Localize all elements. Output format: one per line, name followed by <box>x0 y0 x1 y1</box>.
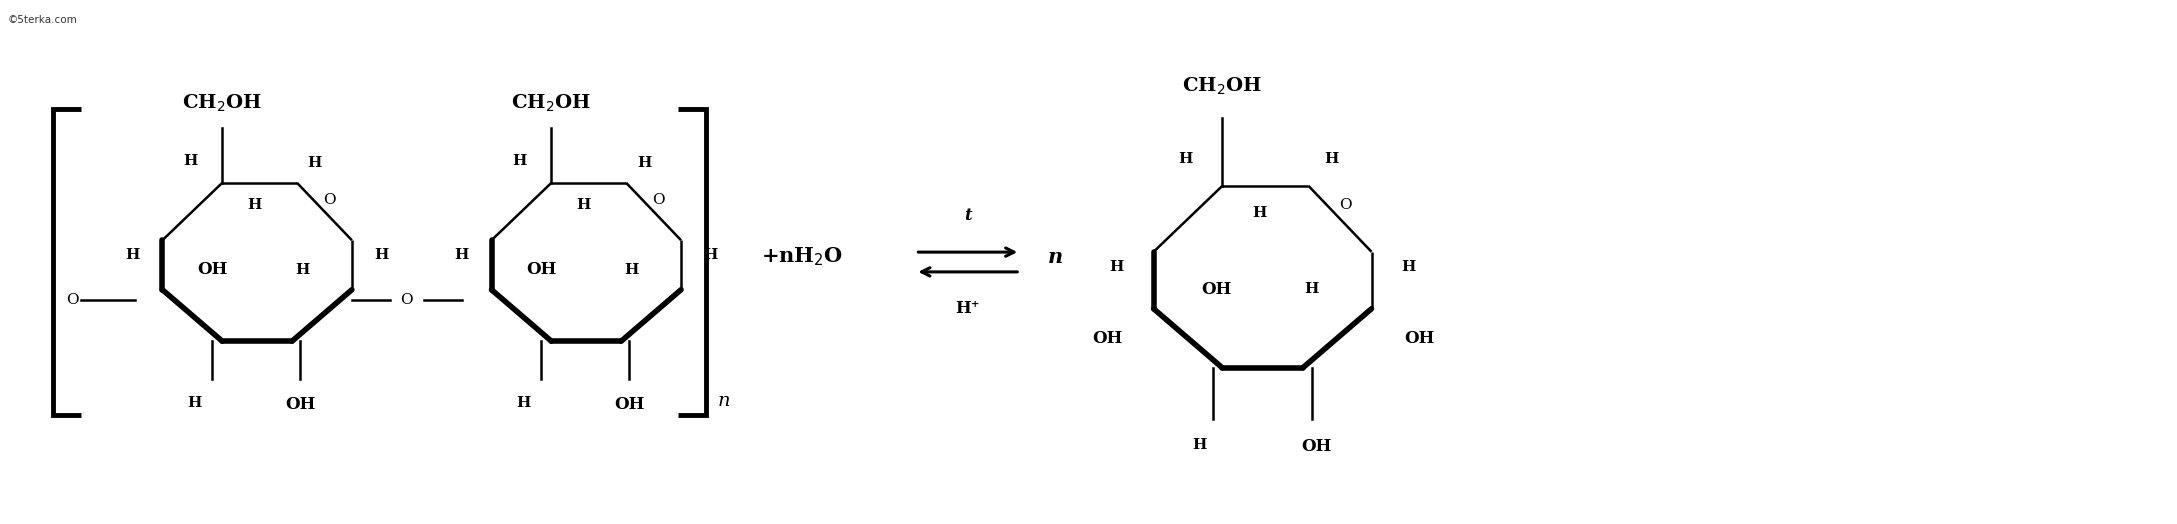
Text: H: H <box>1402 259 1415 274</box>
Text: H: H <box>1193 439 1206 452</box>
Text: H: H <box>512 154 527 168</box>
Text: H: H <box>1110 259 1123 274</box>
Text: O: O <box>65 292 78 307</box>
Text: H: H <box>1252 206 1267 220</box>
Text: H: H <box>516 396 531 410</box>
Text: H: H <box>183 154 198 168</box>
Text: H: H <box>248 198 261 212</box>
Text: OH: OH <box>1404 330 1435 347</box>
Text: H: H <box>1304 282 1319 297</box>
Text: H: H <box>703 248 718 262</box>
Text: O: O <box>322 193 335 206</box>
Text: OH: OH <box>614 396 644 412</box>
Text: H: H <box>625 263 638 277</box>
Text: H: H <box>1178 151 1193 166</box>
Text: +nH$_2$O: +nH$_2$O <box>760 246 842 268</box>
Text: H: H <box>1324 151 1339 166</box>
Text: CH$_2$OH: CH$_2$OH <box>512 92 592 114</box>
Text: n: n <box>1047 247 1062 267</box>
Text: H: H <box>374 248 390 262</box>
Text: O: O <box>653 193 664 206</box>
Text: H⁺: H⁺ <box>956 300 980 316</box>
Text: H: H <box>307 156 322 170</box>
Text: OH: OH <box>285 396 316 412</box>
Text: CH$_2$OH: CH$_2$OH <box>1182 76 1263 97</box>
Text: CH$_2$OH: CH$_2$OH <box>183 92 261 114</box>
Text: t: t <box>964 208 971 224</box>
Text: OH: OH <box>1302 439 1332 455</box>
Text: ©5terka.com: ©5terka.com <box>9 15 78 25</box>
Text: H: H <box>126 248 139 262</box>
Text: H: H <box>455 248 468 262</box>
Text: H: H <box>187 396 202 410</box>
Text: OH: OH <box>198 261 226 278</box>
Text: n: n <box>718 392 731 410</box>
Text: OH: OH <box>1093 330 1123 347</box>
Text: H: H <box>638 156 651 170</box>
Text: OH: OH <box>527 261 557 278</box>
Text: O: O <box>1339 198 1352 212</box>
Text: O: O <box>401 292 414 307</box>
Text: H: H <box>577 198 590 212</box>
Text: OH: OH <box>1202 281 1232 298</box>
Text: H: H <box>294 263 309 277</box>
